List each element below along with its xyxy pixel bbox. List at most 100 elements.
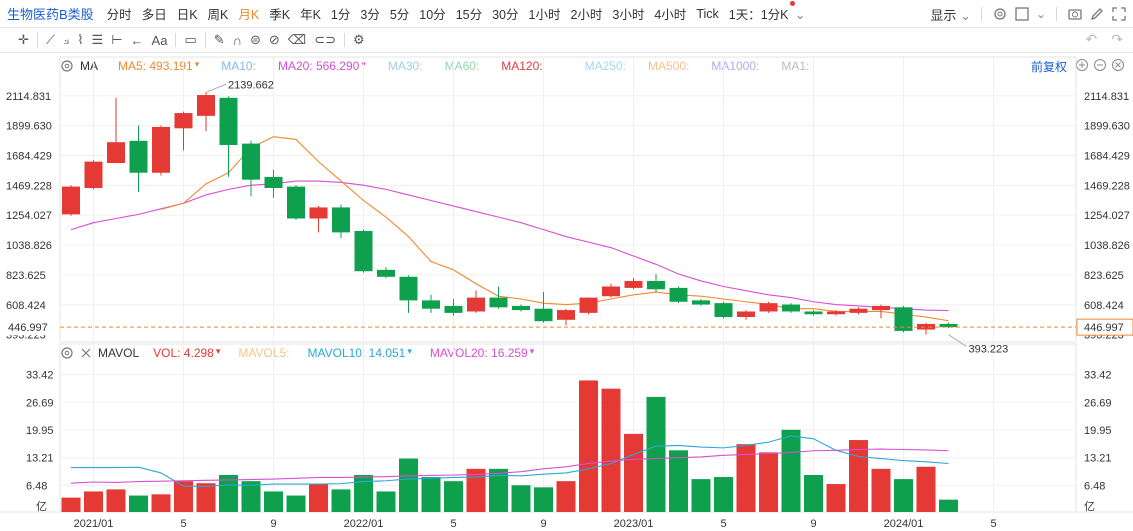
period-tab[interactable]: 30分 [492,8,519,22]
ma-legend-item[interactable]: MA60: [444,59,480,73]
display-menu[interactable]: 显示 ⌄ [930,5,971,24]
chevron-down-icon[interactable]: ⌄ [1035,7,1046,21]
undo-icon[interactable]: ↶ [1085,31,1098,47]
candle-body [354,231,373,272]
candle-body [512,305,530,311]
volume-bar [871,468,891,512]
period-tab[interactable]: 月K [238,8,260,22]
trash-icon[interactable]: ⌫ [287,32,307,47]
close-icon[interactable] [1111,58,1125,72]
settings-icon[interactable] [60,346,74,360]
period-tab[interactable]: 10分 [419,8,446,22]
ma-legend-item[interactable]: MA5: 493.191 [118,59,193,73]
ma-legend: MA5: 493.191 ▾ MA10: MA20: 566.290 ▾ MA30: M… [118,59,811,73]
caret-down-icon[interactable]: ▾ [215,346,221,356]
period-tab[interactable]: 分时 [106,8,132,22]
period-tab[interactable]: 季K [269,8,291,22]
volume-bar [894,479,913,512]
magnet-icon[interactable]: ∩ [232,32,242,48]
ma-legend-item[interactable]: MA250: [584,59,626,73]
ma20-line [70,180,949,312]
volume-bar [781,429,801,512]
volume-bar [309,484,328,512]
period-tab[interactable]: 15分 [455,8,483,22]
trend-icon[interactable]: ⟓ [63,32,70,47]
instrument-title[interactable]: 生物医药B类股 [7,7,94,22]
x-tick-label: 2021/01 [74,518,114,530]
period-tab[interactable]: 3小时 [612,8,645,22]
y-tick-label-left: 823.625 [6,270,46,282]
current-price-tag-left [0,319,58,336]
x-tick-label: 9 [810,518,816,530]
caret-down-icon[interactable]: ▾ [407,346,412,356]
vol-indicator-name[interactable]: MAVOL [98,346,140,360]
y-tick-label-left: 1684.429 [6,150,52,162]
chevron-down-icon: ⌄ [795,8,806,22]
zoom-in-icon[interactable] [1075,58,1089,72]
lock-icon[interactable]: ⊜ [249,32,261,47]
period-tab[interactable]: 3分 [360,8,380,22]
fullscreen-icon[interactable] [1111,6,1127,22]
camera-icon[interactable] [1067,6,1083,22]
redo-icon[interactable]: ↷ [1111,31,1123,47]
period-tab[interactable]: 4小时 [654,8,687,22]
settings-icon[interactable]: ⚙ [352,32,365,47]
pattern-icon[interactable]: ⌇ [77,32,84,47]
ma-legend-item[interactable]: MA30: [387,59,423,73]
layout-icon[interactable] [1014,6,1030,22]
caret-down-icon[interactable]: ▾ [529,346,535,356]
ma-legend-item[interactable]: MA1000: [711,59,760,73]
settings-icon[interactable] [60,59,74,73]
volume-bar [939,499,958,512]
caret-down-icon[interactable]: ▾ [361,59,366,69]
period-tab[interactable]: 1分 [330,8,351,22]
caret-down-icon[interactable]: ▾ [194,59,200,69]
ma-legend-item[interactable]: MA120: [501,59,543,73]
edit-icon[interactable] [1089,6,1105,22]
adjust-mode[interactable]: 前复权 [1031,58,1067,75]
ma-legend-item[interactable]: MA10: [221,59,256,73]
period-selector[interactable]: 1天：1分K ⌄ [724,1,811,23]
period-tab[interactable]: 年K [300,8,321,22]
volume-bar [331,489,351,512]
period-tab[interactable]: 多日 [141,8,167,22]
ma-legend-item[interactable]: MA20: 566.290 [277,59,360,73]
crosshair-icon[interactable]: ✛ [18,32,29,47]
line-icon[interactable]: ⟋ [45,32,56,47]
volume-bar [579,380,598,512]
arrow-icon[interactable]: ← [130,32,144,48]
settings-icon[interactable] [992,6,1008,22]
y-tick-label-right: 1469.228 [1084,180,1130,192]
vol-legend-item[interactable]: MAVOL20: 16.259 [429,346,528,360]
measure-icon[interactable]: ⊢ [111,32,123,47]
y-tick-label-right: 1038.826 [1084,240,1130,252]
x-tick-label: 9 [540,518,546,530]
ma-legend-item[interactable]: MA500: [647,59,690,73]
candle-body [399,276,418,301]
close-icon[interactable] [80,347,92,359]
link-icon[interactable]: ⊂⊃ [314,32,336,47]
hide-icon[interactable]: ⊘ [268,32,280,47]
period-tab[interactable]: 周K [207,8,229,22]
vol-legend-item[interactable]: MAVOL10: 14.051 [307,346,406,360]
ma-legend-item[interactable]: MA1: [781,59,810,73]
fib-icon[interactable]: ☰ [91,32,104,47]
period-tab[interactable]: 日K [176,8,198,22]
min-annotation-label: 393.223 [969,344,1009,356]
text-icon[interactable]: Aa [151,32,168,48]
y-tick-label-right: 1899.630 [1084,121,1130,133]
vol-legend-item[interactable]: VOL: 4.298 [153,346,214,360]
zoom-out-icon[interactable] [1093,58,1107,72]
max-annotation-line [205,83,227,93]
volume-bar [264,491,283,512]
period-tab[interactable]: Tick [696,6,719,21]
period-tabs: 分时 多日 日K 周K 月K 季K 年K 1分 3分 5分 10分 15分 30分 1小时 2小时 3小时 4小… [102,4,724,23]
comment-icon[interactable]: ▭ [184,32,197,47]
period-tab[interactable]: 5分 [389,8,410,22]
main-indicator-name[interactable]: MA [80,59,98,73]
pencil-icon[interactable]: ✎ [213,32,225,47]
vol-legend-item[interactable]: MAVOL5: [238,346,290,360]
period-tab[interactable]: 2小时 [570,8,603,22]
period-tab[interactable]: 1小时 [528,8,561,22]
